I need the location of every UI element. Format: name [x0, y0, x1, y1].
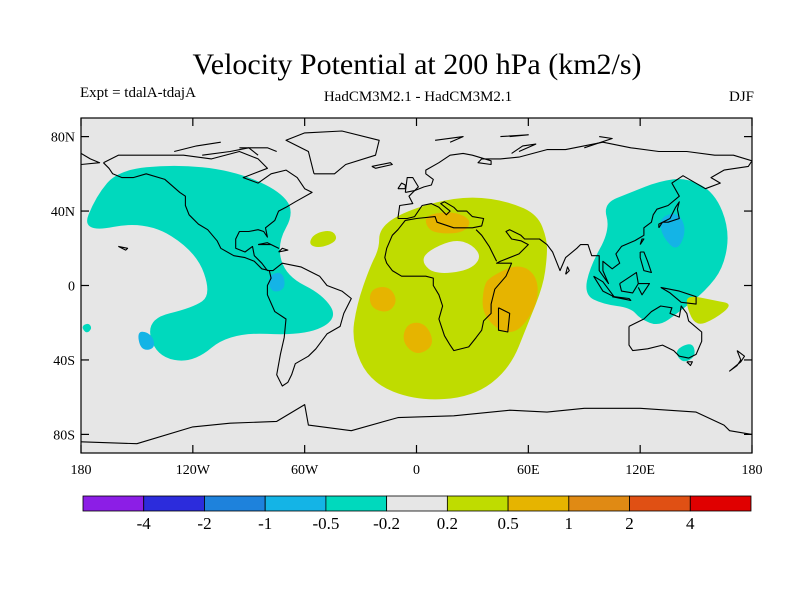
colorbar-label: 4 — [686, 514, 695, 533]
coastline-segment-0 — [103, 150, 352, 387]
lat-tick-label: 40S — [53, 354, 75, 369]
colorbar-label: 0.5 — [497, 514, 518, 533]
coastline-segment-26 — [174, 141, 221, 153]
season-label: DJF — [729, 89, 754, 105]
lon-tick-label: 180 — [71, 463, 92, 478]
chart-title: Velocity Potential at 200 hPa (km2/s) — [192, 48, 641, 81]
colorbar-label: 0.2 — [437, 514, 458, 533]
colorbar-label: -0.5 — [312, 514, 339, 533]
contour-region-3-2 — [369, 287, 396, 312]
colorbar-swatch-4 — [325, 495, 388, 512]
axis-ticks: 80N 40N 0 40S 80S 180 120W 60W 0 60E 120E 180 — [51, 118, 763, 478]
colorbar-label: -0.2 — [373, 514, 400, 533]
coastline-segment-3 — [475, 229, 498, 262]
coastline-segment-1 — [285, 130, 380, 175]
contour-region-3-1 — [482, 266, 538, 332]
contour-fills — [82, 165, 729, 400]
coastline-segment-15 — [639, 251, 652, 274]
coastline-segment-5 — [397, 182, 406, 190]
coastline-segment-27 — [584, 136, 613, 149]
colorbar: -4 -2 -1 -0.5 -0.2 0.2 0.5 1 2 4 — [82, 495, 752, 533]
colorbar-swatch-2 — [204, 495, 266, 512]
colorbar-swatch-10 — [689, 495, 752, 512]
lon-tick-label: 120E — [625, 463, 655, 478]
coastline-segment-17 — [639, 238, 645, 245]
colorbar-swatch-0 — [82, 495, 145, 512]
coastline-segment-8 — [686, 361, 693, 367]
coastlines — [81, 130, 752, 445]
coastline-segment-29 — [500, 134, 529, 138]
coastline-segment-7 — [628, 305, 703, 359]
coastline-segment-28 — [511, 143, 537, 154]
model-label: HadCM3M2.1 - HadCM3M2.1 — [324, 89, 512, 105]
lat-tick-label: 0 — [68, 280, 75, 295]
coastline-segment-31 — [81, 404, 752, 445]
colorbar-label: -2 — [197, 514, 211, 533]
contour-region-0-2 — [586, 179, 728, 325]
lat-tick-label: 80S — [53, 428, 75, 443]
coastline-segment-22 — [118, 245, 129, 251]
coastline-segment-12 — [619, 271, 639, 294]
colorbar-swatch-6 — [446, 495, 509, 512]
coastline-segment-13 — [637, 283, 651, 296]
coastline-segment-23 — [81, 152, 101, 166]
lon-tick-label: 0 — [413, 463, 420, 478]
colorbar-swatch-9 — [629, 495, 691, 512]
contour-region-1-2 — [138, 331, 155, 350]
coastline-segment-24 — [202, 147, 259, 156]
lat-tick-label: 40N — [51, 205, 75, 220]
colorbar-label: -4 — [137, 514, 152, 533]
coastline-segment-6 — [371, 162, 393, 169]
contour-region-0-0 — [87, 165, 334, 361]
lon-tick-label: 60E — [517, 463, 540, 478]
coastline-segment-20 — [257, 242, 280, 249]
coastline-segment-11 — [612, 296, 632, 301]
lon-tick-label: 60W — [291, 463, 319, 478]
coastline-segment-25 — [239, 147, 277, 153]
colorbar-swatch-5 — [386, 495, 448, 512]
coastline-segment-21 — [278, 247, 289, 253]
contour-region-3-3 — [403, 322, 433, 354]
colorbar-swatch-7 — [507, 495, 570, 512]
colorbar-label: 2 — [625, 514, 634, 533]
contour-region-2-0 — [353, 197, 547, 400]
coastline-segment-19 — [565, 266, 570, 275]
coastline-segment-16 — [658, 201, 680, 229]
coastline-segment-30 — [435, 136, 464, 143]
contour-region-0-1 — [82, 323, 92, 333]
lon-tick-label: 120W — [176, 463, 211, 478]
colorbar-swatch-8 — [568, 495, 630, 512]
contour-region-1-1 — [268, 272, 285, 292]
colorbar-swatch-3 — [264, 495, 327, 512]
coastline-segment-14 — [660, 286, 697, 305]
coastline-segment-2 — [384, 141, 752, 352]
lat-tick-label: 80N — [51, 131, 75, 146]
lon-tick-label: 180 — [742, 463, 763, 478]
contour-region-2-1 — [310, 231, 337, 248]
contour-region-2-2 — [686, 296, 729, 324]
contour-region-4-0 — [423, 240, 480, 273]
experiment-label: Expt = tdalA-tdajA — [80, 85, 196, 101]
colorbar-label: 1 — [565, 514, 574, 533]
coastline-segment-9 — [729, 350, 746, 372]
colorbar-label: -1 — [258, 514, 272, 533]
coastline-segment-4 — [404, 177, 419, 193]
colorbar-swatch-1 — [143, 495, 205, 512]
coastline-segment-18 — [497, 307, 511, 333]
